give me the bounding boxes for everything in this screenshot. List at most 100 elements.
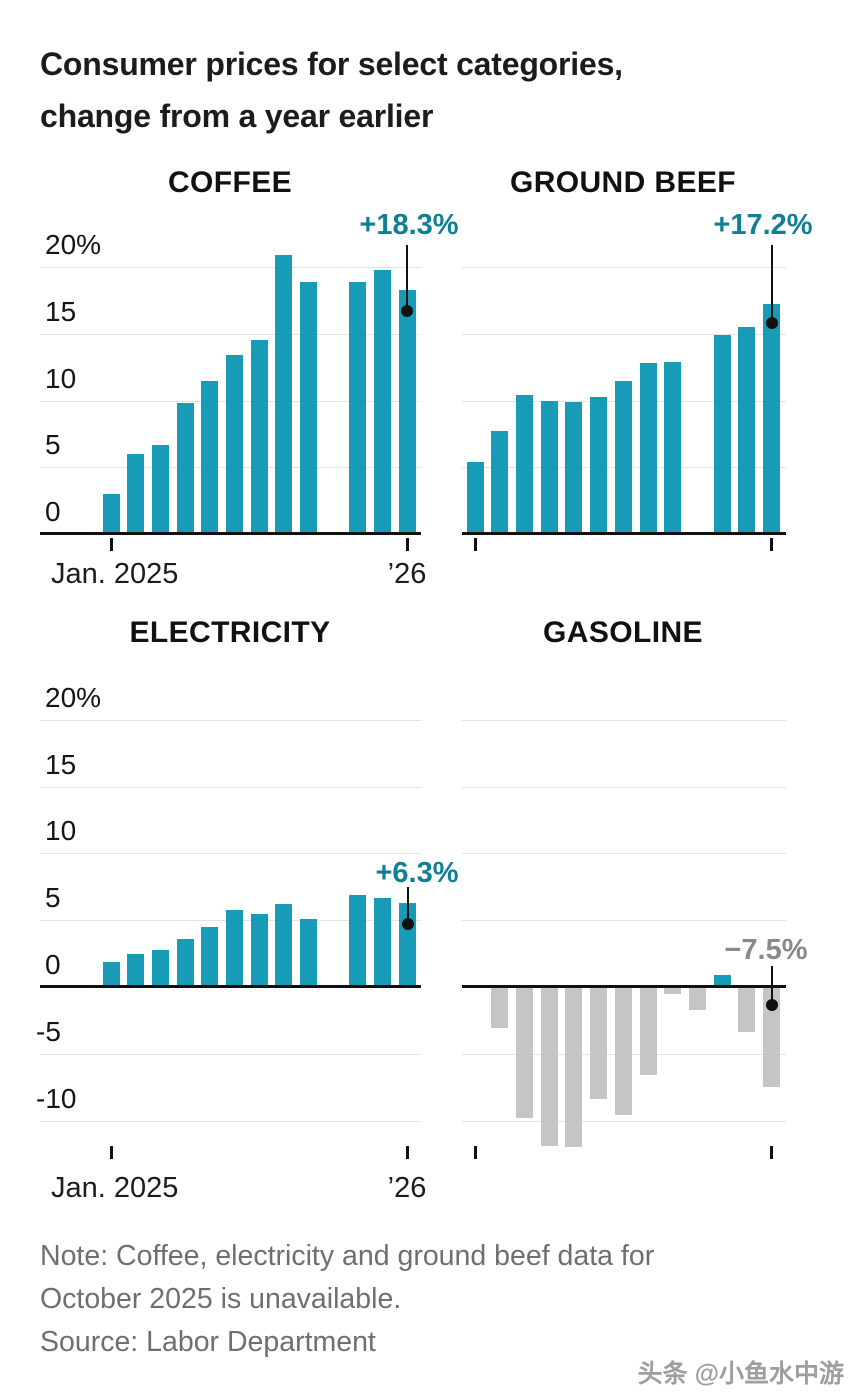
source-line: Source: Labor Department <box>40 1326 376 1358</box>
chart-title-coffee: COFFEE <box>167 166 293 199</box>
page-title-line2: change from a year earlier <box>40 98 434 134</box>
bar-nov-2025 <box>349 894 367 987</box>
y-axis-label: -5 <box>36 1015 61 1047</box>
chart-title-electricity: ELECTRICITY <box>129 616 331 649</box>
bar-sep-2025 <box>664 361 682 534</box>
gasoline-annotation-label: −7.5% <box>724 934 808 966</box>
bar-sep-2025 <box>664 987 682 994</box>
note-line1: Note: Coffee, electricity and ground bee… <box>40 1240 655 1272</box>
callout-line <box>406 887 409 924</box>
bar-mar-2025 <box>151 444 169 534</box>
gridline <box>462 853 786 855</box>
page-title-line1: Consumer prices for select categories, <box>40 46 623 82</box>
coffee-annotation-label: +18.3% <box>359 209 459 241</box>
y-axis-label: 10 <box>45 362 77 394</box>
gridline <box>40 267 421 268</box>
bar-jul-2025 <box>614 380 632 534</box>
bar-jan-2025 <box>102 493 120 534</box>
bar-jan-2025 <box>102 961 120 987</box>
bar-sep-2025 <box>299 918 317 987</box>
x-axis-line <box>40 532 421 535</box>
callout-dot <box>401 918 414 930</box>
bar-jul-2025 <box>250 340 268 534</box>
y-axis-label: -10 <box>36 1082 77 1114</box>
x-axis-end-label-bottom: ’26 <box>387 1172 427 1204</box>
bar-aug-2025 <box>639 987 657 1076</box>
bar-may-2025 <box>565 987 583 1148</box>
bar-feb-2025 <box>127 953 145 987</box>
bar-apr-2025 <box>176 403 194 534</box>
gridline <box>462 267 786 268</box>
bar-may-2025 <box>201 380 219 534</box>
chart-title-gasoline: GASOLINE <box>543 616 703 649</box>
gridline <box>40 719 421 721</box>
x-axis-start-label-top: Jan. 2025 <box>51 558 179 590</box>
x-tick-mark <box>473 1146 477 1159</box>
x-axis-end-label-top: ’26 <box>387 558 427 590</box>
note-line2: October 2025 is unavailable. <box>40 1283 402 1315</box>
gridline <box>462 920 786 922</box>
gridline <box>40 853 421 855</box>
y-axis-label: 15 <box>45 748 77 780</box>
y-axis-label: 20% <box>45 229 102 260</box>
bar-mar-2025 <box>151 949 169 987</box>
bar-jan-2026 <box>398 289 416 534</box>
y-axis-label: 5 <box>45 882 61 914</box>
bar-feb-2025 <box>491 431 509 534</box>
bar-aug-2025 <box>275 904 293 987</box>
gridline <box>40 1053 421 1055</box>
x-axis-start-label-bottom: Jan. 2025 <box>51 1172 179 1204</box>
electricity-annotation-label: +6.3% <box>375 857 459 889</box>
bar-mar-2025 <box>515 987 533 1118</box>
gridline <box>462 719 786 721</box>
bar-jan-2026 <box>763 987 780 1088</box>
bar-nov-2025 <box>713 975 731 987</box>
x-tick-mark <box>109 1146 113 1159</box>
bar-dec-2025 <box>738 987 756 1033</box>
callout-dot <box>765 317 778 329</box>
bar-jun-2025 <box>225 355 243 534</box>
bar-aug-2025 <box>639 363 657 534</box>
y-axis-label: 0 <box>45 949 61 980</box>
bar-apr-2025 <box>176 938 194 987</box>
y-axis-label: 20% <box>45 681 102 713</box>
gridline <box>462 1120 786 1122</box>
bar-feb-2025 <box>491 987 509 1029</box>
ground-beef-annotation-label: +17.2% <box>713 209 813 241</box>
x-tick-mark <box>109 538 113 551</box>
watermark: 头条 @小鱼水中游 <box>637 1360 844 1388</box>
bar-feb-2025 <box>127 453 145 534</box>
x-axis-line <box>462 985 786 988</box>
bar-mar-2025 <box>515 395 533 534</box>
callout-dot <box>401 305 414 317</box>
bar-dec-2025 <box>373 269 391 534</box>
x-tick-mark <box>405 1146 409 1159</box>
bar-sep-2025 <box>299 281 317 534</box>
bar-nov-2025 <box>349 281 367 534</box>
callout-line <box>771 966 774 1005</box>
callout-line <box>770 245 773 323</box>
bar-jun-2025 <box>225 909 243 987</box>
x-tick-mark <box>770 538 773 551</box>
bar-jul-2025 <box>614 987 632 1116</box>
bar-oct-2025 <box>688 987 706 1010</box>
y-axis-label: 0 <box>45 496 61 527</box>
bar-dec-2025 <box>373 897 391 987</box>
bar-jan-2026 <box>763 304 780 534</box>
gridline <box>40 786 421 788</box>
bar-may-2025 <box>201 926 219 987</box>
callout-dot <box>766 999 779 1011</box>
callout-line <box>406 245 409 311</box>
chart-title-ground-beef: GROUND BEEF <box>509 166 737 199</box>
x-tick-mark <box>405 538 409 551</box>
y-axis-label: 5 <box>45 429 61 461</box>
x-tick-mark <box>770 1146 773 1159</box>
bar-jul-2025 <box>250 913 268 987</box>
x-axis-line <box>462 532 786 535</box>
gridline <box>40 333 421 335</box>
gridline <box>462 333 786 335</box>
bar-dec-2025 <box>738 327 756 534</box>
bar-jun-2025 <box>590 396 607 534</box>
gridline <box>462 786 786 788</box>
bar-may-2025 <box>565 401 583 534</box>
